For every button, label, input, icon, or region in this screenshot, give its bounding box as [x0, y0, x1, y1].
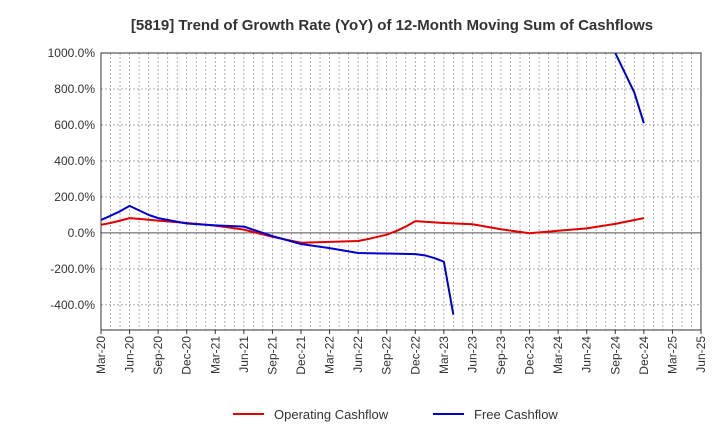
- x-axis: Mar-20 Jun-20 Sep-20 Dec-20 Mar-21 Jun-21 Sep-…: [94, 330, 708, 375]
- x-tick-label: Dec-24: [637, 336, 651, 375]
- x-tick-label: Jun-21: [237, 336, 251, 373]
- x-tick-label: Jun-23: [465, 336, 479, 373]
- x-tick-label: Dec-21: [294, 336, 308, 375]
- y-tick-label: 200.0%: [54, 190, 95, 204]
- plot-frame: [100, 52, 702, 331]
- legend-label-free: Free Cashflow: [474, 407, 558, 422]
- y-tick-label: 600.0%: [54, 118, 95, 132]
- x-tick-label: Jun-20: [123, 336, 137, 373]
- series-lines: [101, 53, 645, 315]
- series-line-free-cashflow: [614, 53, 645, 124]
- x-tick-label: Mar-22: [323, 336, 337, 374]
- x-tick-label: Mar-24: [551, 336, 565, 374]
- x-tick-label: Mar-20: [94, 336, 108, 374]
- x-tick-label: Dec-23: [523, 336, 537, 375]
- y-tick-label: 400.0%: [54, 154, 95, 168]
- chart-title: [5819] Trend of Growth Rate (YoY) of 12-…: [131, 17, 653, 34]
- x-tick-label: Mar-21: [208, 336, 222, 374]
- x-tick-label: Sep-21: [265, 336, 279, 375]
- x-tick-label: Sep-20: [151, 336, 165, 375]
- series-line-operating-cashflow: [101, 217, 645, 244]
- x-tick-label: Sep-24: [608, 336, 622, 375]
- x-tick-label: Jun-22: [351, 336, 365, 373]
- x-tick-label: Mar-25: [665, 336, 679, 374]
- x-tick-label: Jun-24: [580, 336, 594, 373]
- x-tick-label: Jun-25: [694, 336, 708, 373]
- legend: Operating Cashflow Free Cashflow: [233, 407, 558, 422]
- x-tick-label: Sep-22: [380, 336, 394, 375]
- x-tick-label: Mar-23: [437, 336, 451, 374]
- y-axis: 1000.0% 800.0% 600.0% 400.0% 200.0% 0.0% -200.…: [48, 46, 96, 312]
- legend-label-operating: Operating Cashflow: [274, 407, 389, 422]
- y-tick-label: 0.0%: [68, 226, 96, 240]
- grid: [101, 52, 701, 330]
- y-tick-label: -400.0%: [50, 298, 95, 312]
- series-line-free-cashflow: [101, 204, 455, 315]
- y-tick-label: -200.0%: [50, 262, 95, 276]
- y-tick-label: 800.0%: [54, 82, 95, 96]
- x-tick-label: Dec-20: [180, 336, 194, 375]
- x-tick-label: Dec-22: [408, 336, 422, 375]
- y-tick-label: 1000.0%: [48, 46, 96, 60]
- x-tick-label: Sep-23: [494, 336, 508, 375]
